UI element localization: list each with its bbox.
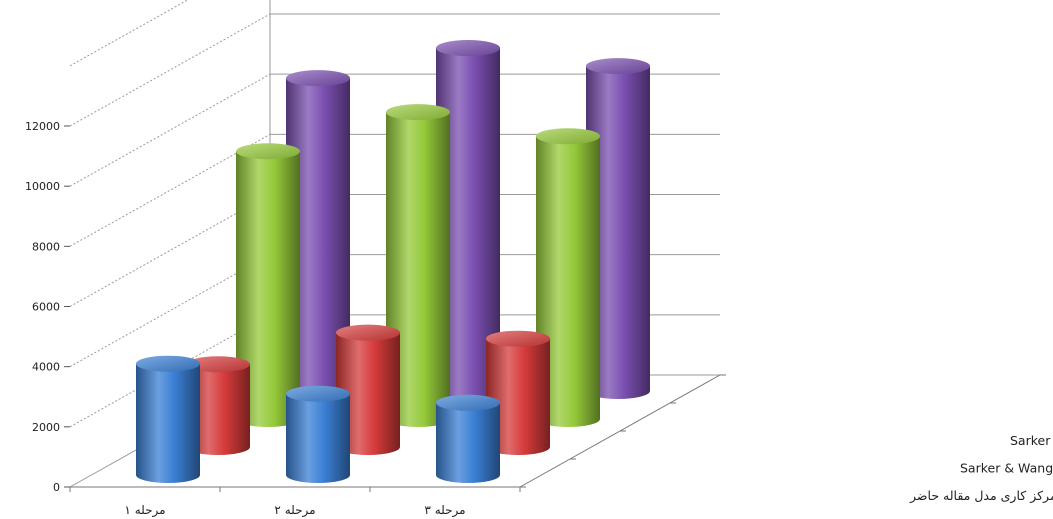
bar [336,324,400,455]
bar [586,58,650,399]
bar-body [586,66,650,399]
y-tick-label: 8000 [32,240,60,253]
series-label: هزینه انبار قبل از مرکز کاری مدل مقاله ح… [909,488,1053,504]
bar-body [336,332,400,455]
bar-top [136,355,200,372]
bar [436,40,500,400]
x-tick-label: مرحله ۱ [124,503,165,518]
bar [286,70,350,399]
chart-bars [136,40,650,483]
bar [286,385,350,483]
bar [486,330,550,455]
series-label: هزینه انبار قبل از مرکز کاری Sarker & Wa… [960,461,1053,477]
y-tick-label: 10000 [25,180,60,193]
bar-top [386,104,450,121]
bar-body [436,48,500,400]
bar-body [536,136,600,427]
bar-top [286,70,350,87]
bar-body [136,363,200,483]
bar-body [436,402,500,483]
bar [436,394,500,483]
bar [136,355,200,483]
bar-top [436,394,500,411]
bar-top [286,385,350,402]
bar-top [236,143,300,160]
y-tick-label: 12000 [25,120,60,133]
bar-top [186,356,250,373]
bar-top [486,330,550,347]
bar-top [436,40,500,57]
bar-top [536,128,600,145]
bar-top [336,324,400,341]
y-tick-label: 6000 [32,301,60,314]
bar-top [586,58,650,75]
y-tick-label: 0 [53,481,60,494]
bar-body [236,151,300,427]
series-label: هزینه انبار بعد از مرکز کاری Sarker & Wa… [1010,433,1053,449]
bar [236,143,300,427]
x-tick-label: مرحله ۳ [424,503,465,518]
bar-body [286,78,350,399]
bar [536,128,600,427]
x-tick-label: مرحله ۲ [274,503,315,518]
bar-body [486,338,550,455]
bar-body [286,393,350,483]
bar-body [386,112,450,428]
bar [186,356,250,455]
bar-body [186,364,250,455]
x-axis-labels: مرحله ۱ مرحله ۲ مرحله ۳ [124,503,465,518]
grid-diagonal [69,13,271,127]
series-labels: هزینه انبار قبل از مرکز کاری مدل مقاله ح… [909,433,1053,504]
y-tick-label: 2000 [32,421,60,434]
y-tick-label: 4000 [32,361,60,374]
grid-diagonal [69,0,189,67]
bar [386,104,450,428]
y-axis-labels: 0 2000 4000 6000 8000 10000 12000 [25,120,60,494]
